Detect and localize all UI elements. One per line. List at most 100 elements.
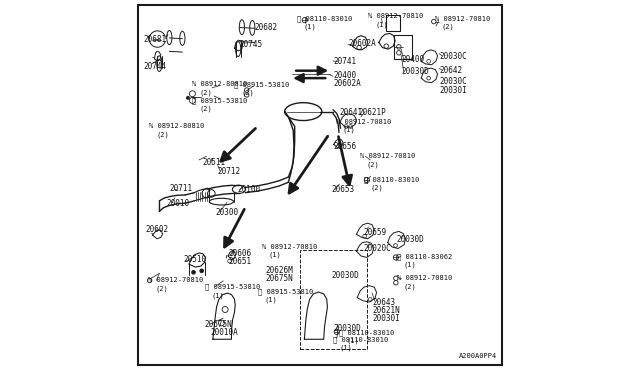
- Text: Ⓥ 08915-53810: Ⓥ 08915-53810: [205, 284, 260, 291]
- Text: ℕ 08912-80810: ℕ 08912-80810: [191, 81, 247, 87]
- Circle shape: [202, 189, 211, 198]
- Text: Ⓥ 08915-53810: Ⓥ 08915-53810: [257, 288, 313, 295]
- Text: 20030C: 20030C: [439, 52, 467, 61]
- Text: 20030C: 20030C: [439, 77, 467, 86]
- Text: (1): (1): [375, 21, 388, 28]
- Text: 20741: 20741: [334, 57, 357, 65]
- Ellipse shape: [180, 31, 185, 45]
- Text: ℕ 08912-80810: ℕ 08912-80810: [149, 124, 204, 129]
- Circle shape: [431, 19, 436, 24]
- Text: (1): (1): [340, 344, 353, 351]
- Text: 20651: 20651: [228, 257, 252, 266]
- Ellipse shape: [236, 42, 241, 57]
- Bar: [386, 15, 399, 31]
- Text: (1): (1): [264, 296, 277, 303]
- Text: 20100: 20100: [237, 185, 260, 194]
- Circle shape: [222, 307, 228, 312]
- Circle shape: [244, 88, 249, 92]
- Text: 20602A: 20602A: [349, 39, 376, 48]
- Text: 20606: 20606: [228, 249, 252, 258]
- Text: 20675N: 20675N: [205, 320, 232, 329]
- Circle shape: [369, 298, 372, 301]
- Text: (2): (2): [371, 184, 383, 191]
- Text: 20010: 20010: [166, 199, 189, 208]
- Text: 20020C: 20020C: [364, 244, 392, 253]
- Circle shape: [384, 44, 388, 48]
- Text: 20621P: 20621P: [358, 108, 387, 117]
- Circle shape: [397, 45, 401, 49]
- Text: ℕ 08912-70810: ℕ 08912-70810: [360, 153, 415, 159]
- Circle shape: [344, 125, 348, 128]
- Text: 20602A: 20602A: [334, 79, 362, 88]
- Text: 20030D: 20030D: [333, 324, 361, 333]
- Circle shape: [228, 259, 232, 263]
- Circle shape: [334, 329, 339, 334]
- Circle shape: [394, 276, 398, 280]
- Circle shape: [394, 280, 398, 285]
- Ellipse shape: [157, 60, 162, 71]
- Circle shape: [397, 51, 401, 55]
- Text: (2): (2): [156, 131, 169, 138]
- Ellipse shape: [239, 20, 244, 35]
- Text: ℕ 08912-70810: ℕ 08912-70810: [435, 16, 490, 22]
- Text: (2): (2): [199, 89, 212, 96]
- Circle shape: [427, 76, 431, 80]
- Text: 20602: 20602: [145, 225, 168, 234]
- Ellipse shape: [232, 185, 245, 193]
- Circle shape: [364, 298, 367, 301]
- Text: 20711: 20711: [170, 185, 193, 193]
- Text: Ⓑ 08110-83010: Ⓑ 08110-83010: [364, 176, 419, 183]
- Circle shape: [314, 307, 320, 312]
- Circle shape: [191, 270, 195, 274]
- Text: 20643: 20643: [372, 298, 396, 307]
- Text: (2): (2): [403, 283, 416, 290]
- Text: (1): (1): [303, 23, 316, 30]
- Circle shape: [244, 93, 249, 97]
- Text: 20659: 20659: [364, 228, 387, 237]
- Text: (1): (1): [211, 292, 224, 299]
- Ellipse shape: [285, 103, 322, 121]
- Text: ℕ 08912-70810: ℕ 08912-70810: [262, 244, 317, 250]
- Text: ℕ 08912-70810: ℕ 08912-70810: [336, 119, 391, 125]
- Text: 20642: 20642: [439, 66, 462, 75]
- Text: 20030D: 20030D: [331, 271, 359, 280]
- Text: 20656: 20656: [333, 142, 356, 151]
- Circle shape: [310, 321, 316, 327]
- Text: 20030D: 20030D: [397, 235, 424, 244]
- Text: Ⓑ 08110-83010: Ⓑ 08110-83010: [339, 329, 395, 336]
- Text: 20010A: 20010A: [211, 328, 238, 337]
- Text: (1): (1): [342, 127, 355, 134]
- Ellipse shape: [209, 198, 234, 205]
- Ellipse shape: [157, 56, 162, 68]
- Text: 20400: 20400: [334, 71, 357, 80]
- Text: Ⓥ 08915-53810: Ⓥ 08915-53810: [191, 97, 247, 104]
- Circle shape: [302, 17, 307, 23]
- Text: (2): (2): [241, 90, 254, 96]
- Text: 20682: 20682: [255, 23, 278, 32]
- Circle shape: [349, 125, 353, 128]
- Ellipse shape: [167, 31, 172, 45]
- Bar: [394, 35, 412, 59]
- Circle shape: [357, 45, 362, 50]
- Bar: [300, 250, 367, 349]
- Text: 20030I: 20030I: [372, 314, 400, 323]
- Circle shape: [394, 244, 397, 247]
- Text: 20400: 20400: [402, 55, 425, 64]
- Text: 20030D: 20030D: [402, 67, 429, 76]
- Text: (2): (2): [199, 105, 212, 112]
- Text: (1): (1): [346, 337, 359, 344]
- Text: Ⓥ 08915-53810: Ⓥ 08915-53810: [234, 81, 289, 88]
- Text: 20653: 20653: [331, 185, 355, 194]
- Circle shape: [362, 251, 365, 255]
- Text: 20675N: 20675N: [265, 274, 292, 283]
- Circle shape: [363, 234, 367, 238]
- Circle shape: [427, 60, 431, 63]
- Circle shape: [364, 177, 369, 183]
- Text: 20681: 20681: [143, 35, 166, 44]
- Text: 20626M: 20626M: [265, 266, 292, 275]
- Text: A200A0PP4: A200A0PP4: [458, 353, 497, 359]
- Circle shape: [186, 96, 189, 99]
- Text: (2): (2): [156, 285, 168, 292]
- Text: 20030I: 20030I: [439, 86, 467, 94]
- Text: 20744: 20744: [143, 62, 166, 71]
